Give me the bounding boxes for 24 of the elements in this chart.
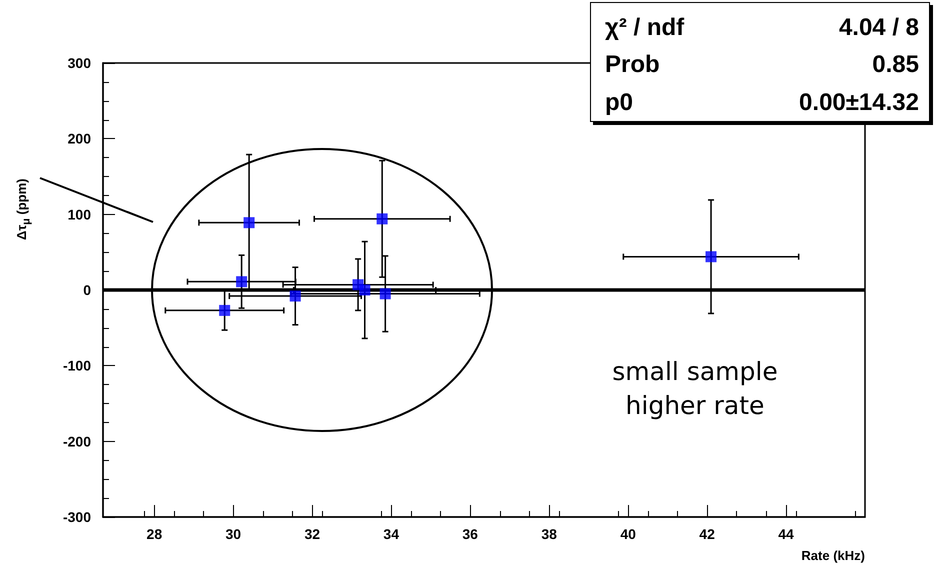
x-tick-label: 42 xyxy=(699,526,716,542)
annotation: p0 xyxy=(605,88,634,118)
text: 0.85 xyxy=(871,50,919,80)
annotation: Prob xyxy=(605,50,661,80)
y-tick-label: -300 xyxy=(62,509,92,525)
x-tick-label: 28 xyxy=(146,526,162,542)
x-tick-label: 34 xyxy=(383,526,400,542)
y-tick-label: -200 xyxy=(62,433,92,450)
y-tick-label: 0 xyxy=(83,282,92,298)
text: χ² / ndf xyxy=(605,13,686,43)
x-tick-label: 30 xyxy=(226,526,242,542)
x-tick-label: 40 xyxy=(620,526,636,542)
y-tick-label: 100 xyxy=(68,206,92,222)
x-tick-label: 38 xyxy=(541,526,558,542)
x-tick-label: 32 xyxy=(304,526,320,542)
x-axis-title: Rate (kHz) xyxy=(801,548,865,563)
text: 4.04 / 8 xyxy=(838,13,919,43)
annotation: 0.00±14.32 xyxy=(798,88,919,118)
annotation: small sample higher rate xyxy=(611,356,779,422)
y-tick-label: 300 xyxy=(68,55,92,71)
y-tick-label: 200 xyxy=(68,130,92,147)
y-tick-label: -100 xyxy=(62,358,92,374)
x-tick-label: 44 xyxy=(778,526,794,542)
x-tick-label: 36 xyxy=(462,526,478,542)
